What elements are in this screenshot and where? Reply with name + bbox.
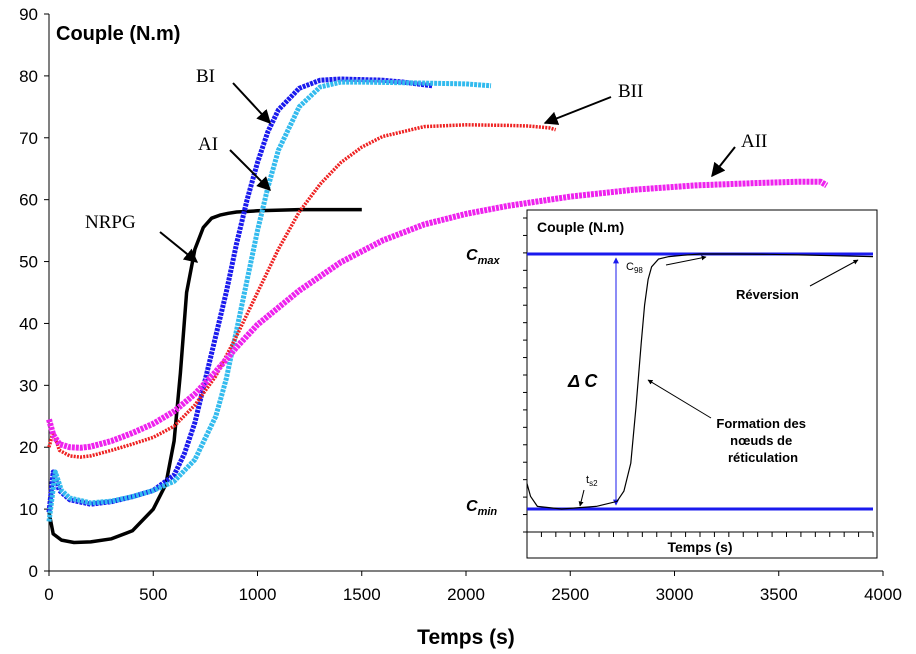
y-tick-label: 20 — [19, 438, 38, 457]
label-bi-arrow — [232, 82, 271, 125]
formation-arrow — [647, 379, 712, 419]
reversion-arrow — [809, 259, 859, 287]
x-tick-label: 3500 — [760, 585, 798, 604]
inset-series — [526, 253, 874, 510]
label-bi: BI — [196, 66, 215, 87]
inset-x-axis-title: Temps (s) — [667, 539, 732, 555]
y-tick-label: 90 — [19, 5, 38, 24]
label-nrpg-arrow — [159, 231, 199, 263]
label-bii: BII — [618, 81, 643, 102]
series-ai-line — [46, 79, 492, 522]
series-bii-line — [47, 123, 557, 459]
x-tick-label: 3000 — [656, 585, 694, 604]
y-tick-label: 40 — [19, 314, 38, 333]
label-ai: AI — [198, 134, 218, 155]
x-tick-label: 500 — [139, 585, 167, 604]
label-aii-arrow — [711, 146, 736, 178]
series-bi-line — [46, 76, 433, 513]
x-tick-label: 0 — [44, 585, 53, 604]
y-tick-label: 80 — [19, 67, 38, 86]
y-tick-label: 0 — [29, 562, 38, 581]
x-tick-label: 2500 — [551, 585, 589, 604]
delta-c-label: Δ C — [567, 371, 598, 391]
main-ticks: 0 500 1000 1500 2000 2500 3000 3500 4000 0 10 20 30 4… — [19, 5, 902, 604]
c98-arrow — [665, 255, 707, 266]
ts2-label: ts2 — [586, 474, 598, 488]
y-tick-label: 70 — [19, 129, 38, 148]
inset-frame — [526, 209, 878, 559]
inset-cure-curve — [526, 253, 874, 510]
label-nrpg: NRPG — [85, 212, 136, 233]
x-tick-label: 4000 — [864, 585, 902, 604]
y-tick-label: 60 — [19, 191, 38, 210]
c98-label: C98 — [626, 261, 643, 275]
x-tick-label: 1500 — [343, 585, 381, 604]
main-x-axis-title: Temps (s) — [417, 626, 515, 649]
main-series-labels: NRPG BI AI BII AII — [85, 66, 767, 263]
label-bii-arrow — [543, 96, 612, 125]
main-series — [46, 76, 829, 545]
inset-y-axis-title: Couple (N.m) — [537, 219, 624, 235]
x-tick-label: 2000 — [447, 585, 485, 604]
y-tick-label: 30 — [19, 376, 38, 395]
reversion-label: Réversion — [736, 287, 799, 302]
cmin-label: Cmin — [466, 498, 497, 518]
series-nrpg-line — [47, 207, 362, 545]
series-aii-line — [46, 178, 829, 451]
inset-chart: Couple (N.m) Temps (s) Cmax Cmin Δ C C98… — [466, 209, 878, 559]
x-tick-label: 1000 — [239, 585, 277, 604]
y-tick-label: 50 — [19, 253, 38, 272]
cmax-label: Cmax — [466, 247, 500, 267]
y-tick-label: 10 — [19, 500, 38, 519]
formation-label: Formation des nœuds de réticulation — [716, 416, 809, 465]
label-aii: AII — [741, 131, 767, 152]
inset-ticks — [523, 217, 874, 537]
main-y-axis-title: Couple (N.m) — [56, 23, 180, 45]
ts2-arrow — [578, 489, 585, 507]
label-ai-arrow — [229, 149, 271, 191]
